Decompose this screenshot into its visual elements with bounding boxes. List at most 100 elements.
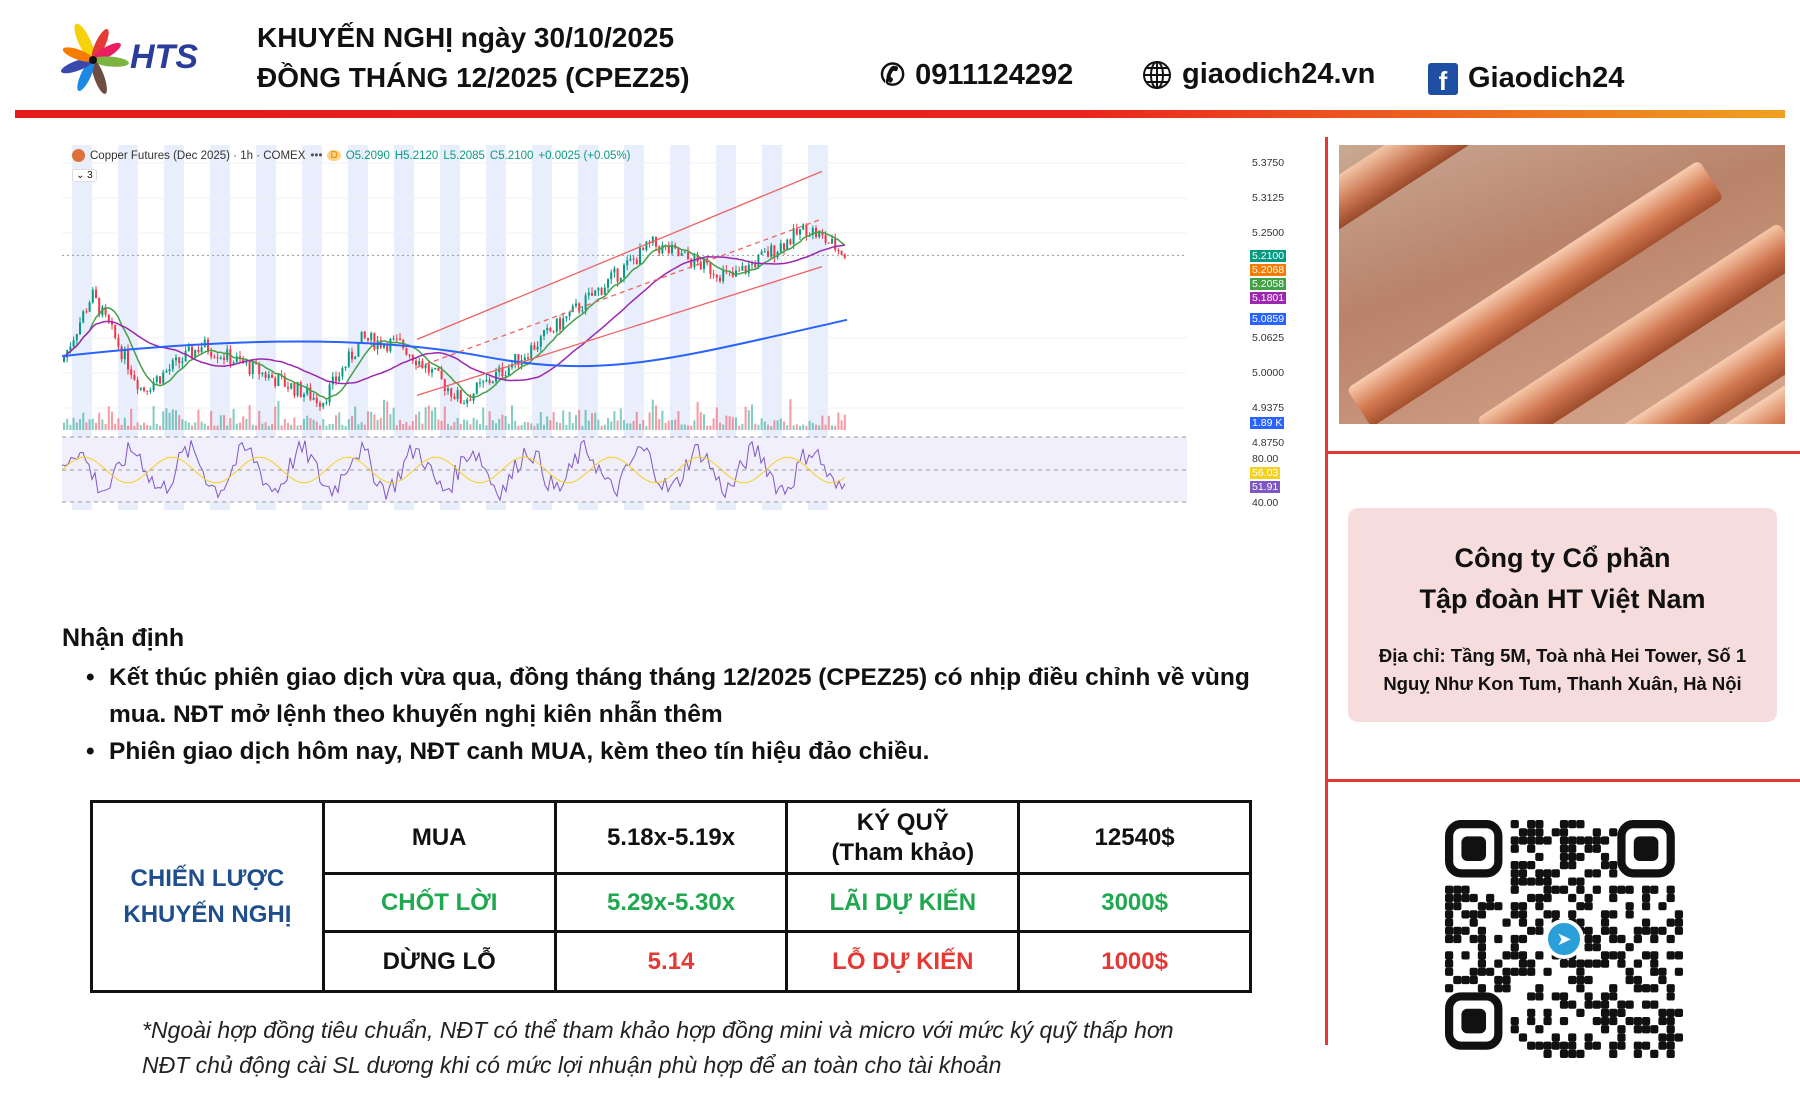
qr-module (1510, 943, 1519, 952)
value-cell: 1000$ (1017, 930, 1252, 993)
qr-module (1518, 918, 1528, 927)
qr-module (1510, 910, 1519, 919)
volume-bar (488, 411, 491, 430)
candle-body (440, 370, 443, 380)
volume-bar (373, 414, 376, 430)
symbol-title: Copper Futures (Dec 2025) · 1h · COMEX (90, 149, 306, 162)
candle-body (536, 346, 539, 350)
qr-module (1453, 885, 1462, 894)
volume-bar (712, 418, 715, 430)
candle-body (443, 379, 446, 392)
candle-body (491, 381, 494, 384)
volume-bar (389, 414, 392, 430)
volume-bar (696, 401, 699, 430)
website-link[interactable]: giaodich24.vn (1142, 58, 1375, 91)
qr-module (1617, 1033, 1626, 1042)
volume-bar (146, 424, 149, 430)
logo-text: HTS (130, 38, 198, 76)
candle-body (283, 376, 286, 387)
volume-bar (290, 424, 293, 430)
qr-module (1576, 885, 1585, 894)
candle-body (741, 265, 744, 271)
candle-body (210, 351, 213, 357)
volume-bar (463, 419, 465, 430)
qr-module (1527, 836, 1536, 845)
qr-module (1477, 951, 1487, 960)
volume-bar (82, 412, 85, 430)
candle-body (456, 390, 459, 399)
volume-bar (600, 425, 603, 430)
volume-bar (587, 420, 590, 430)
volume-bar (229, 418, 232, 430)
volume-bar (527, 422, 529, 430)
candle-body (149, 390, 152, 392)
candle-body (75, 334, 78, 341)
bullet-text: Kết thúc phiên giao dịch vừa qua, đồng t… (109, 664, 1250, 728)
volume-bar (399, 419, 401, 430)
candle-body (63, 357, 65, 362)
volume-bar (261, 423, 264, 430)
qr-module (1510, 951, 1519, 960)
qr-module (1510, 934, 1519, 944)
volume-bar (639, 423, 641, 430)
qr-module (1568, 844, 1577, 853)
qr-module (1650, 984, 1659, 993)
qr-module (1543, 836, 1552, 845)
qr-module (1461, 893, 1470, 903)
volume-bar (200, 421, 203, 430)
volume-bar (98, 412, 101, 430)
candle-body (223, 357, 225, 360)
candle-body (533, 345, 536, 350)
qr-module (1666, 1016, 1675, 1026)
qr-module (1445, 926, 1454, 935)
facebook-link[interactable]: f Giaodich24 (1428, 62, 1624, 96)
candle-body (552, 331, 555, 333)
volume-bar (79, 419, 81, 430)
qr-module (1543, 1049, 1552, 1058)
candle-body (610, 272, 613, 280)
volume-bar (184, 420, 187, 430)
candle-body (331, 376, 334, 385)
qr-module (1674, 967, 1683, 976)
analysis-bullet: • Phiên giao dịch hôm nay, NĐT canh MUA, … (86, 733, 1301, 770)
more-button[interactable]: ••• (310, 149, 323, 162)
qr-finder-pattern (1617, 819, 1675, 878)
volume-bar (351, 415, 353, 430)
volume-bar (523, 421, 526, 430)
ma-mid-line (63, 244, 845, 385)
qr-module (1527, 828, 1536, 837)
qr-module (1576, 959, 1585, 968)
volume-bar (655, 405, 657, 430)
candle-body (744, 265, 747, 274)
candle-body (338, 376, 341, 382)
volume-bar (264, 422, 267, 430)
qr-module (1527, 959, 1536, 968)
qr-module (1518, 861, 1528, 870)
qr-module (1674, 1033, 1683, 1042)
volume-bar (143, 422, 145, 430)
candle-body (296, 382, 299, 396)
volume-bar (402, 424, 405, 430)
qr-module (1625, 902, 1634, 911)
volume-bar (421, 423, 424, 430)
volume-bar (443, 406, 446, 430)
qr-module (1543, 869, 1552, 878)
qr-module (1453, 926, 1462, 935)
candle-body (811, 227, 814, 236)
phone-contact[interactable]: ✆ 0911124292 (880, 58, 1073, 93)
candle-body (488, 379, 491, 384)
candle-body (539, 336, 542, 347)
qr-module (1453, 893, 1462, 903)
candle-body (840, 250, 843, 255)
indicators-toggle[interactable]: ⌄ 3 (72, 169, 97, 182)
price-tick-label: 5.3125 (1252, 192, 1285, 204)
side-divider-2 (1327, 779, 1800, 782)
volume-bar (664, 422, 667, 430)
rsi-tick-label: 40.00 (1252, 497, 1279, 509)
candle-body (667, 246, 670, 254)
volume-bar (293, 417, 296, 430)
qr-module (1551, 869, 1560, 878)
qr-module (1502, 984, 1511, 993)
telegram-qr-code[interactable]: ➤ (1444, 819, 1683, 1058)
qr-module (1666, 893, 1675, 903)
